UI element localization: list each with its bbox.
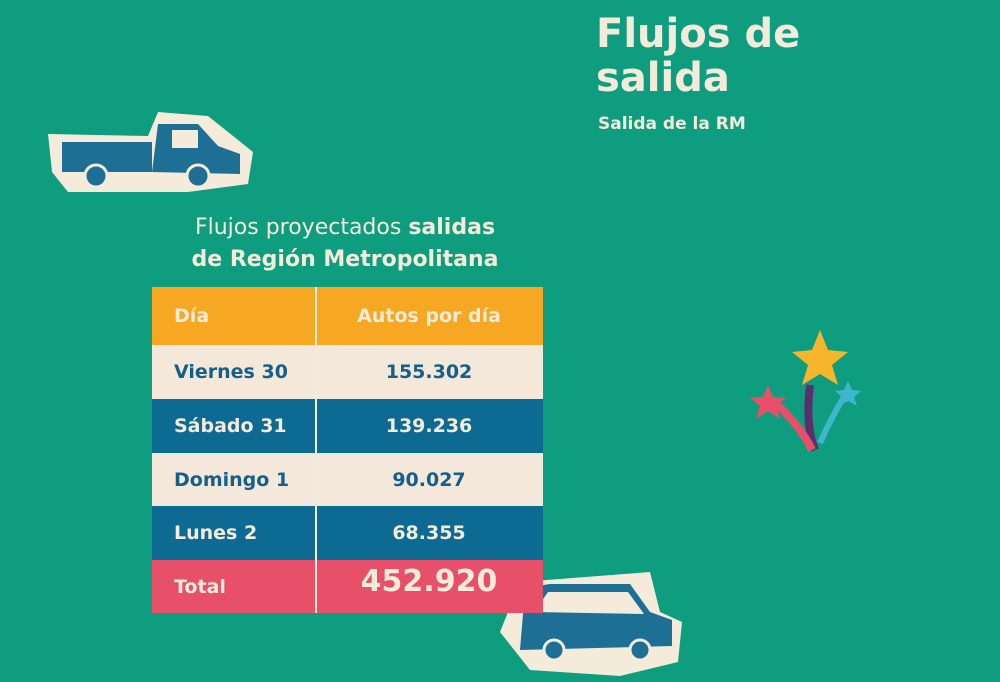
subtitle: Salida de la RM [598,114,746,134]
count-cell: 68.355 [392,522,466,545]
table-row: Lunes 2 68.355 [152,506,543,561]
total-row: Total 452.920 [152,560,543,613]
count-cell: 90.027 [392,468,466,491]
truck-illustration [48,112,253,192]
day-cell: Lunes 2 [174,522,258,545]
day-cell: Sábado 31 [174,414,287,437]
table-caption: Flujos proyectados salidas de Región Met… [150,212,540,276]
table-row: Domingo 1 90.027 [152,452,543,507]
table-row: Viernes 30 155.302 [152,345,543,399]
count-cell: 155.302 [385,361,473,383]
caption-text: Flujos proyectados [194,215,402,240]
header-cell: Autos por día [357,305,501,327]
table-row: Sábado 31 139.236 [152,398,543,453]
total-value: 452.920 [360,564,498,599]
day-cell: Domingo 1 [174,468,290,491]
header-cell: Día [174,305,210,327]
day-cell: Viernes 30 [174,361,288,383]
table-header: Día Autos por día [152,287,543,345]
caption-bold: salidas [408,215,496,240]
stars-illustration [750,330,861,452]
column-divider [315,287,317,613]
total-label: Total [174,575,226,598]
caption-bold: de Región Metropolitana [191,247,499,272]
count-cell: 139.236 [385,414,473,437]
car-illustration [500,572,682,676]
title: Flujos de salida [596,11,801,101]
